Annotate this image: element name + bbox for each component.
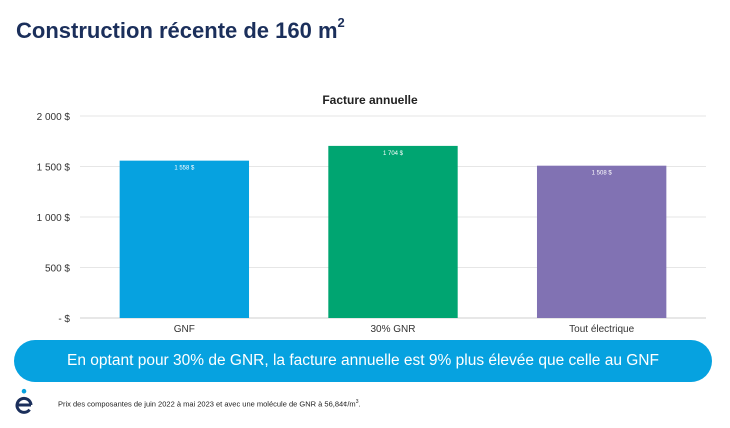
bar-1 — [328, 145, 458, 318]
page-title: Construction récente de 160 m2 — [16, 15, 345, 44]
bar-0 — [119, 160, 250, 318]
hydro-quebec-e-logo-icon — [15, 388, 33, 414]
footnote: Prix des composantes de juin 2022 à mai … — [58, 399, 361, 409]
y-axis-ticks: - $ 500 $ 1 000 $ 1 500 $ 2 000 $ — [37, 112, 71, 325]
data-labels: 1 558 $ 1 704 $ 1 508 $ — [174, 151, 612, 177]
x-axis-ticks: GNF 30% GNR Tout électrique — [174, 324, 635, 335]
callout-text: En optant pour 30% de GNR, la facture an… — [67, 352, 659, 369]
callout-banner: En optant pour 30% de GNR, la facture an… — [14, 340, 712, 382]
page-title-superscript: 2 — [337, 15, 345, 30]
bar-value-label: 1 704 $ — [383, 151, 404, 157]
chart-title: Facture annuelle — [322, 93, 418, 107]
x-tick-label: GNF — [174, 324, 195, 335]
bar-2 — [536, 165, 667, 318]
y-tick-label: 1 000 $ — [37, 213, 71, 224]
bar-value-label: 1 508 $ — [592, 171, 613, 177]
footnote-text: Prix des composantes de juin 2022 à mai … — [58, 399, 356, 409]
footnote-end: . — [358, 399, 361, 409]
y-tick-label: 500 $ — [45, 264, 70, 275]
y-tick-label: 1 500 $ — [37, 163, 71, 174]
bar-chart: Facture annuelle - $ 500 $ 1 000 $ 1 500 $ 2… — [37, 93, 706, 335]
footnote-superscript: 3 — [355, 399, 359, 405]
page-title-text: Construction récente de 160 m — [16, 18, 338, 43]
x-tick-label: 30% GNR — [370, 324, 415, 335]
x-tick-label: Tout électrique — [569, 324, 634, 335]
y-tick-label: - $ — [58, 314, 70, 325]
y-tick-label: 2 000 $ — [37, 112, 71, 123]
bars — [119, 145, 667, 318]
bar-value-label: 1 558 $ — [174, 166, 195, 172]
